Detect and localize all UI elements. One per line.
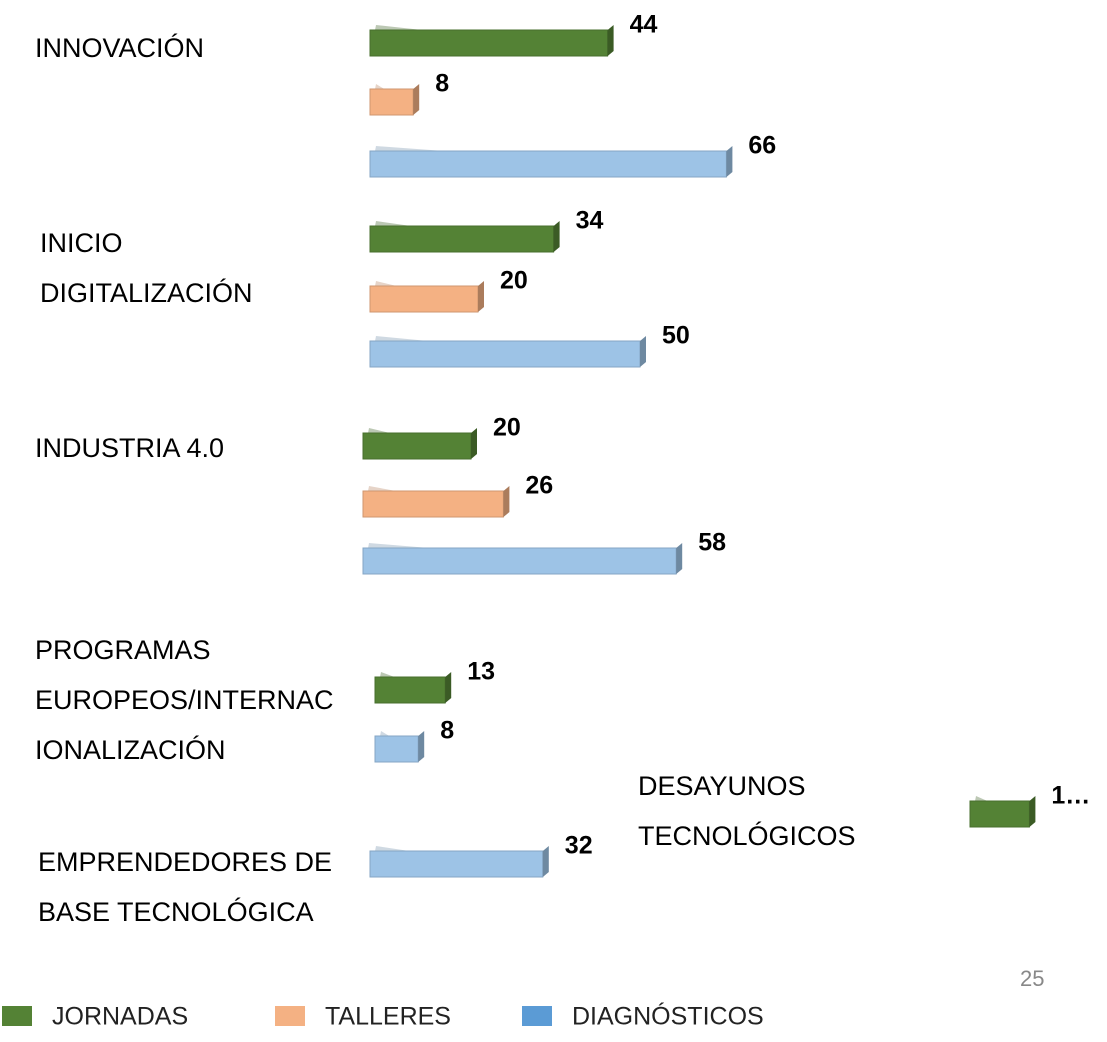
bar (369, 850, 544, 878)
category-label: DESAYUNOS TECNOLÓGICOS (638, 771, 856, 851)
bar (374, 735, 419, 763)
value-label: 20 (493, 414, 521, 442)
legend-swatch (275, 1006, 305, 1026)
value-label: 8 (435, 70, 449, 98)
value-label: 44 (630, 11, 658, 39)
bar-end (607, 25, 614, 56)
bar-end (445, 672, 452, 703)
value-label: 20 (500, 267, 528, 295)
bar-end (553, 221, 560, 252)
value-label: 1… (1051, 782, 1090, 810)
bar-end (1029, 796, 1036, 827)
value-label: 13 (467, 658, 495, 686)
value-label: 32 (565, 832, 593, 860)
bar (369, 29, 609, 57)
value-label: 58 (698, 529, 726, 557)
legend-swatch (2, 1006, 32, 1026)
value-label: 8 (440, 717, 454, 745)
bar (374, 676, 446, 704)
bar (369, 150, 727, 178)
category-label: INICIO DIGITALIZACIÓN (40, 228, 253, 308)
bar-end (418, 731, 425, 762)
value-label: 34 (576, 207, 604, 235)
bar (969, 800, 1030, 828)
value-label: 66 (748, 132, 776, 160)
page-number: 25 (1020, 966, 1044, 991)
bar-end (413, 84, 420, 115)
bar-end (640, 336, 646, 367)
category-label: INDUSTRIA 4.0 (35, 433, 225, 463)
bar-end (471, 428, 477, 459)
bar (362, 547, 677, 575)
bar (362, 490, 504, 518)
legend-label: DIAGNÓSTICOS (572, 1002, 764, 1031)
bar-end (726, 146, 733, 177)
bar-end (478, 281, 484, 312)
bar (369, 88, 414, 116)
bar (369, 225, 555, 253)
value-label: 26 (525, 472, 553, 500)
category-label: PROGRAMAS EUROPEOS/INTERNACIONALIZACIÓN (35, 635, 334, 765)
bar (362, 432, 472, 460)
bar-end (503, 486, 510, 517)
bar-end (542, 846, 549, 877)
legend-swatch (522, 1006, 552, 1026)
bar (369, 285, 479, 313)
bar-end (676, 543, 683, 574)
bar (369, 340, 641, 368)
category-label: EMPRENDEDORES DE BASE TECNOLÓGICA (38, 847, 333, 927)
legend-label: TALLERES (325, 1003, 451, 1031)
value-label: 50 (662, 322, 690, 350)
legend-label: JORNADAS (52, 1003, 188, 1031)
category-label: INNOVACIÓN (35, 33, 205, 63)
